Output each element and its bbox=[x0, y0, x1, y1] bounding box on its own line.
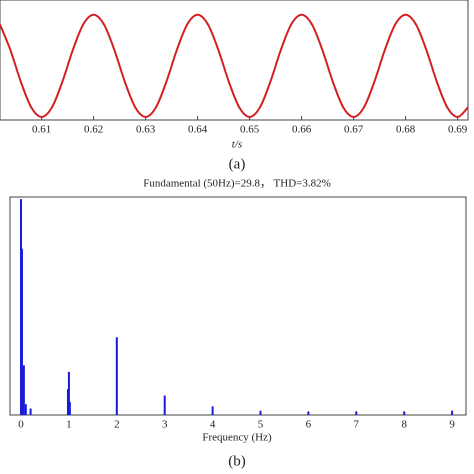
chart-title: Fundamental (50Hz)=29.8， THD=3.82% bbox=[143, 178, 331, 190]
x-tick-label: 8 bbox=[401, 419, 407, 431]
x-tick-label: 4 bbox=[210, 419, 216, 431]
x-tick-label: 0.66 bbox=[292, 124, 312, 136]
x-axis-label: Frequency (Hz) bbox=[202, 432, 272, 444]
plot-frame bbox=[9, 196, 467, 416]
x-tick-label: 0.65 bbox=[240, 124, 260, 136]
x-tick-label: 0.67 bbox=[344, 124, 364, 136]
x-tick-label: 1 bbox=[66, 419, 72, 431]
x-tick-label: 0 bbox=[18, 419, 24, 431]
x-tick-label: 0.63 bbox=[136, 124, 156, 136]
x-tick-label: 0.64 bbox=[188, 124, 208, 136]
x-tick-label: 9 bbox=[449, 419, 455, 431]
x-tick-label: 0.68 bbox=[396, 124, 416, 136]
x-tick-label: 0.61 bbox=[32, 124, 51, 136]
caption: (b) bbox=[228, 453, 246, 469]
x-tick-label: 0.69 bbox=[448, 124, 468, 136]
x-tick-label: 5 bbox=[258, 419, 264, 431]
x-axis-label: t/s bbox=[232, 139, 242, 151]
x-tick-label: 0.62 bbox=[84, 124, 103, 136]
plot-frame bbox=[0, 0, 469, 121]
x-tick-label: 2 bbox=[114, 419, 120, 431]
x-tick-label: 3 bbox=[162, 419, 168, 431]
x-tick-label: 7 bbox=[354, 419, 360, 431]
caption: (a) bbox=[229, 156, 246, 172]
line-series bbox=[0, 13, 469, 118]
x-tick-label: 6 bbox=[306, 419, 312, 431]
